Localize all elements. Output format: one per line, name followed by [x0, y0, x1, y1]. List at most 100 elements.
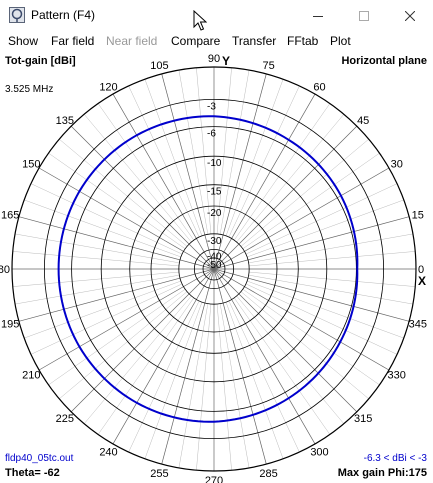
polar-chart: -3 -6 -10 -15 -20 -30 -40-50 0 15 30 45 60 75 90 105 12…: [0, 53, 427, 483]
gain-ring: [150, 205, 278, 333]
spoke-line: [213, 268, 316, 445]
maximize-icon: [359, 10, 369, 21]
angle-label: 30: [391, 159, 403, 171]
spoke-line: [213, 216, 410, 270]
gain-ring: [100, 155, 328, 383]
spoke-line: [228, 300, 300, 453]
spoke-line: [213, 268, 410, 322]
spoke-line: [70, 125, 215, 270]
spoke-line: [161, 73, 215, 270]
spoke-line: [144, 79, 203, 237]
radial-tick-label: -40: [207, 251, 222, 262]
angle-label: 345: [409, 319, 427, 331]
spoke-line: [245, 283, 398, 355]
angle-label: 300: [310, 447, 328, 459]
spoke-line: [30, 183, 183, 255]
angle-label: 225: [56, 413, 74, 425]
angle-label: 0: [418, 264, 424, 276]
spoke-line: [38, 167, 215, 270]
spoke-line: [128, 85, 200, 238]
scale-range-label: -6.3 < dBi < -3: [363, 453, 427, 464]
spoke-line: [24, 199, 182, 258]
max-gain-label: Max gain Phi:175: [337, 467, 427, 479]
menu-plot[interactable]: Plot: [330, 34, 351, 48]
radial-tick-label: -15: [207, 187, 222, 198]
menu-show[interactable]: Show: [8, 34, 39, 48]
spoke-line: [112, 93, 215, 270]
gain-unit-label: Tot-gain [dBi]: [5, 55, 76, 67]
angle-label: 105: [150, 60, 168, 72]
spoke-line: [213, 167, 390, 270]
angle-label: 45: [357, 115, 369, 127]
menu-transfer[interactable]: Transfer: [232, 34, 277, 48]
spoke-line: [228, 85, 300, 238]
title-bar: Pattern (F4): [0, 0, 433, 31]
spoke-line: [246, 199, 404, 258]
angle-label: 210: [22, 370, 40, 382]
angle-label: 60: [313, 81, 325, 93]
angle-label: 255: [150, 468, 168, 480]
angle-label: 330: [388, 370, 406, 382]
close-button[interactable]: [387, 0, 433, 31]
angle-label: 195: [1, 319, 19, 331]
menu-near-field: Near field: [106, 34, 158, 48]
spoke-line: [161, 268, 215, 465]
spoke-line: [240, 138, 369, 247]
spoke-line: [83, 114, 192, 243]
minimize-button[interactable]: [295, 0, 341, 31]
x-axis-label: X: [418, 274, 426, 288]
angle-label: 240: [99, 447, 117, 459]
spoke-line: [144, 301, 203, 459]
close-icon: [405, 10, 415, 21]
spoke-line: [213, 268, 358, 413]
menu-fftab[interactable]: FFtab: [287, 34, 319, 48]
radial-tick-label: -6: [207, 129, 216, 140]
spoke-line: [30, 283, 183, 355]
menu-compare[interactable]: Compare: [171, 34, 221, 48]
spoke-line: [225, 79, 284, 237]
spoke-line: [18, 268, 215, 322]
spoke-line: [83, 295, 192, 424]
gain-ring: [193, 248, 235, 290]
gain-ring: [202, 257, 226, 281]
angle-label: 315: [354, 413, 372, 425]
maximize-button[interactable]: [341, 0, 387, 31]
spoke-line: [240, 291, 369, 400]
spoke-line: [213, 93, 316, 270]
minimize-icon: [313, 15, 323, 17]
menu-far-field[interactable]: Far field: [51, 34, 95, 48]
gain-ring: [43, 98, 385, 440]
gain-ring: [178, 233, 250, 305]
spoke-line: [245, 183, 398, 255]
spoke-line: [70, 268, 215, 413]
radial-tick-label: -10: [207, 158, 222, 169]
angle-label: 180: [0, 264, 10, 276]
radial-tick-label: -50: [207, 260, 222, 271]
pattern-trace: [57, 115, 359, 423]
angle-label: 90: [208, 53, 220, 65]
spoke-line: [24, 280, 182, 339]
gain-ring: [129, 184, 299, 354]
pattern-plot-area: Tot-gain [dBi] Horizontal plane 3.525 MH…: [0, 51, 433, 483]
spoke-line: [246, 280, 404, 339]
spoke-line: [236, 295, 345, 424]
spoke-line: [213, 268, 267, 465]
angle-label: 135: [56, 115, 74, 127]
window-title: Pattern (F4): [31, 8, 96, 22]
angle-label: 75: [262, 60, 274, 72]
app-icon: [9, 7, 25, 23]
spoke-line: [213, 125, 358, 270]
spoke-line: [128, 300, 200, 453]
radial-tick-label: -20: [207, 208, 222, 219]
angle-label: 270: [205, 475, 223, 483]
plane-label: Horizontal plane: [341, 55, 427, 67]
filename-label: fldp40_05tc.out: [5, 453, 74, 464]
spoke-line: [38, 268, 215, 371]
spoke-line: [213, 73, 267, 270]
outer-ring: [11, 66, 417, 472]
angle-label: 150: [22, 159, 40, 171]
angle-label: 15: [412, 209, 424, 221]
radial-tick-label: -30: [207, 236, 222, 247]
y-axis-label: Y: [222, 54, 230, 68]
frequency-label: 3.525 MHz: [5, 84, 54, 95]
